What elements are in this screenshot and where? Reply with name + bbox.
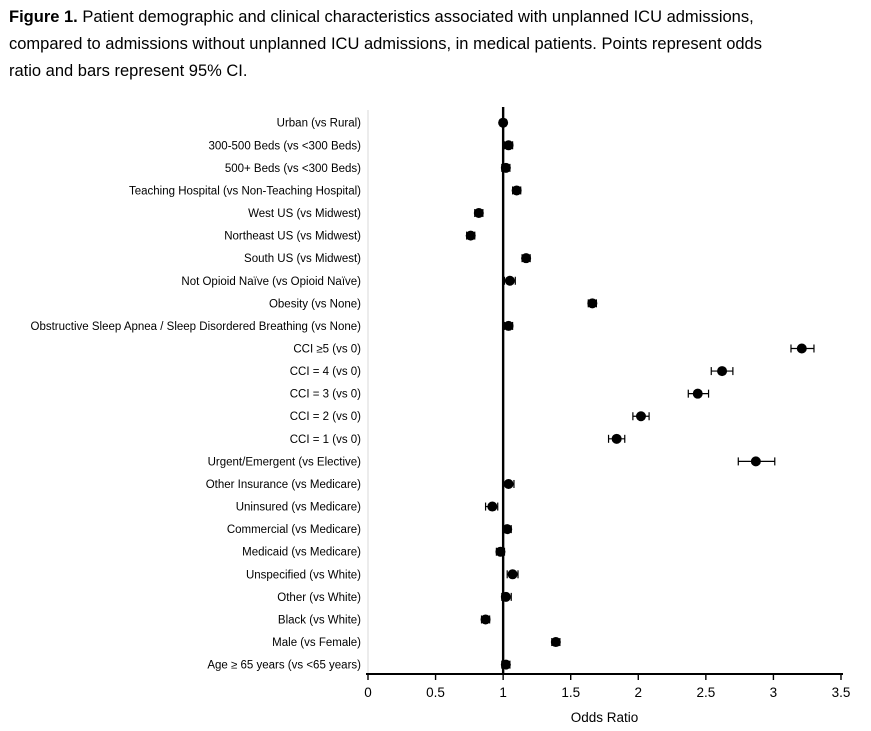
odds-ratio-point bbox=[511, 185, 522, 196]
odds-ratio-point bbox=[692, 388, 703, 399]
x-tick-label: 2 bbox=[635, 685, 643, 700]
category-label: Age ≥ 65 years (vs <65 years) bbox=[207, 660, 361, 672]
category-label: 500+ Beds (vs <300 Beds) bbox=[225, 163, 361, 175]
category-label: CCI ≥5 (vs 0) bbox=[293, 344, 361, 356]
odds-ratio-point bbox=[507, 569, 518, 580]
odds-ratio-point bbox=[504, 275, 515, 286]
x-tick-label: 0.5 bbox=[426, 685, 445, 700]
category-label: Male (vs Female) bbox=[272, 637, 361, 649]
category-label: Black (vs White) bbox=[278, 614, 361, 626]
category-label: 300-500 Beds (vs <300 Beds) bbox=[209, 140, 362, 152]
odds-ratio-point bbox=[498, 117, 509, 128]
category-label: Northeast US (vs Midwest) bbox=[224, 231, 361, 243]
x-tick-label: 0 bbox=[364, 685, 372, 700]
x-tick-label: 3.5 bbox=[832, 685, 851, 700]
odds-ratio-point bbox=[487, 501, 498, 512]
odds-ratio-point bbox=[500, 659, 511, 670]
category-label: Urgent/Emergent (vs Elective) bbox=[208, 456, 362, 468]
odds-ratio-point bbox=[500, 591, 511, 602]
odds-ratio-point bbox=[796, 343, 807, 354]
odds-ratio-point bbox=[611, 433, 622, 444]
category-label: CCI = 3 (vs 0) bbox=[290, 389, 361, 401]
odds-ratio-point bbox=[503, 478, 514, 489]
category-label: South US (vs Midwest) bbox=[244, 253, 361, 265]
odds-ratio-point bbox=[503, 320, 514, 331]
category-label: Commercial (vs Medicare) bbox=[227, 524, 361, 536]
category-label: CCI = 1 (vs 0) bbox=[290, 434, 361, 446]
odds-ratio-point bbox=[521, 253, 532, 264]
caption-line3: ratio and bars represent 95% CI. bbox=[9, 62, 248, 80]
category-label: Obstructive Sleep Apnea / Sleep Disorder… bbox=[31, 321, 362, 333]
category-label: Other Insurance (vs Medicare) bbox=[206, 479, 361, 491]
caption-line2: compared to admissions without unplanned… bbox=[9, 35, 762, 53]
odds-ratio-point bbox=[473, 208, 484, 219]
odds-ratio-point bbox=[495, 546, 506, 557]
category-label: Other (vs White) bbox=[277, 592, 361, 604]
category-label: Teaching Hospital (vs Non-Teaching Hospi… bbox=[129, 185, 361, 197]
category-label: Obesity (vs None) bbox=[269, 298, 361, 310]
odds-ratio-point bbox=[503, 140, 514, 151]
x-tick-label: 2.5 bbox=[696, 685, 715, 700]
category-label: Urban (vs Rural) bbox=[277, 118, 362, 130]
odds-ratio-point bbox=[465, 230, 476, 241]
odds-ratio-point bbox=[550, 637, 561, 648]
odds-ratio-point bbox=[717, 366, 728, 377]
x-tick-label: 1 bbox=[499, 685, 507, 700]
odds-ratio-point bbox=[502, 524, 513, 535]
x-tick-label: 1.5 bbox=[561, 685, 580, 700]
category-label: CCI = 2 (vs 0) bbox=[290, 411, 361, 423]
odds-ratio-point bbox=[500, 162, 511, 173]
odds-ratio-point bbox=[635, 411, 646, 422]
category-label: Uninsured (vs Medicare) bbox=[236, 502, 361, 514]
category-label: Unspecified (vs White) bbox=[246, 569, 361, 581]
category-label: Medicaid (vs Medicare) bbox=[242, 547, 361, 559]
figure-label: Figure 1. bbox=[9, 8, 78, 26]
category-label: CCI = 4 (vs 0) bbox=[290, 366, 361, 378]
odds-ratio-point bbox=[480, 614, 491, 625]
category-label: West US (vs Midwest) bbox=[248, 208, 361, 220]
figure-caption: Figure 1. Patient demographic and clinic… bbox=[9, 4, 865, 85]
x-tick-label: 3 bbox=[770, 685, 778, 700]
odds-ratio-point bbox=[587, 298, 598, 309]
x-axis-title: Odds Ratio bbox=[571, 710, 639, 725]
odds-ratio-point bbox=[750, 456, 761, 467]
category-label: Not Opioid Naïve (vs Opioid Naïve) bbox=[181, 276, 361, 288]
caption-line1: Patient demographic and clinical charact… bbox=[77, 8, 754, 26]
